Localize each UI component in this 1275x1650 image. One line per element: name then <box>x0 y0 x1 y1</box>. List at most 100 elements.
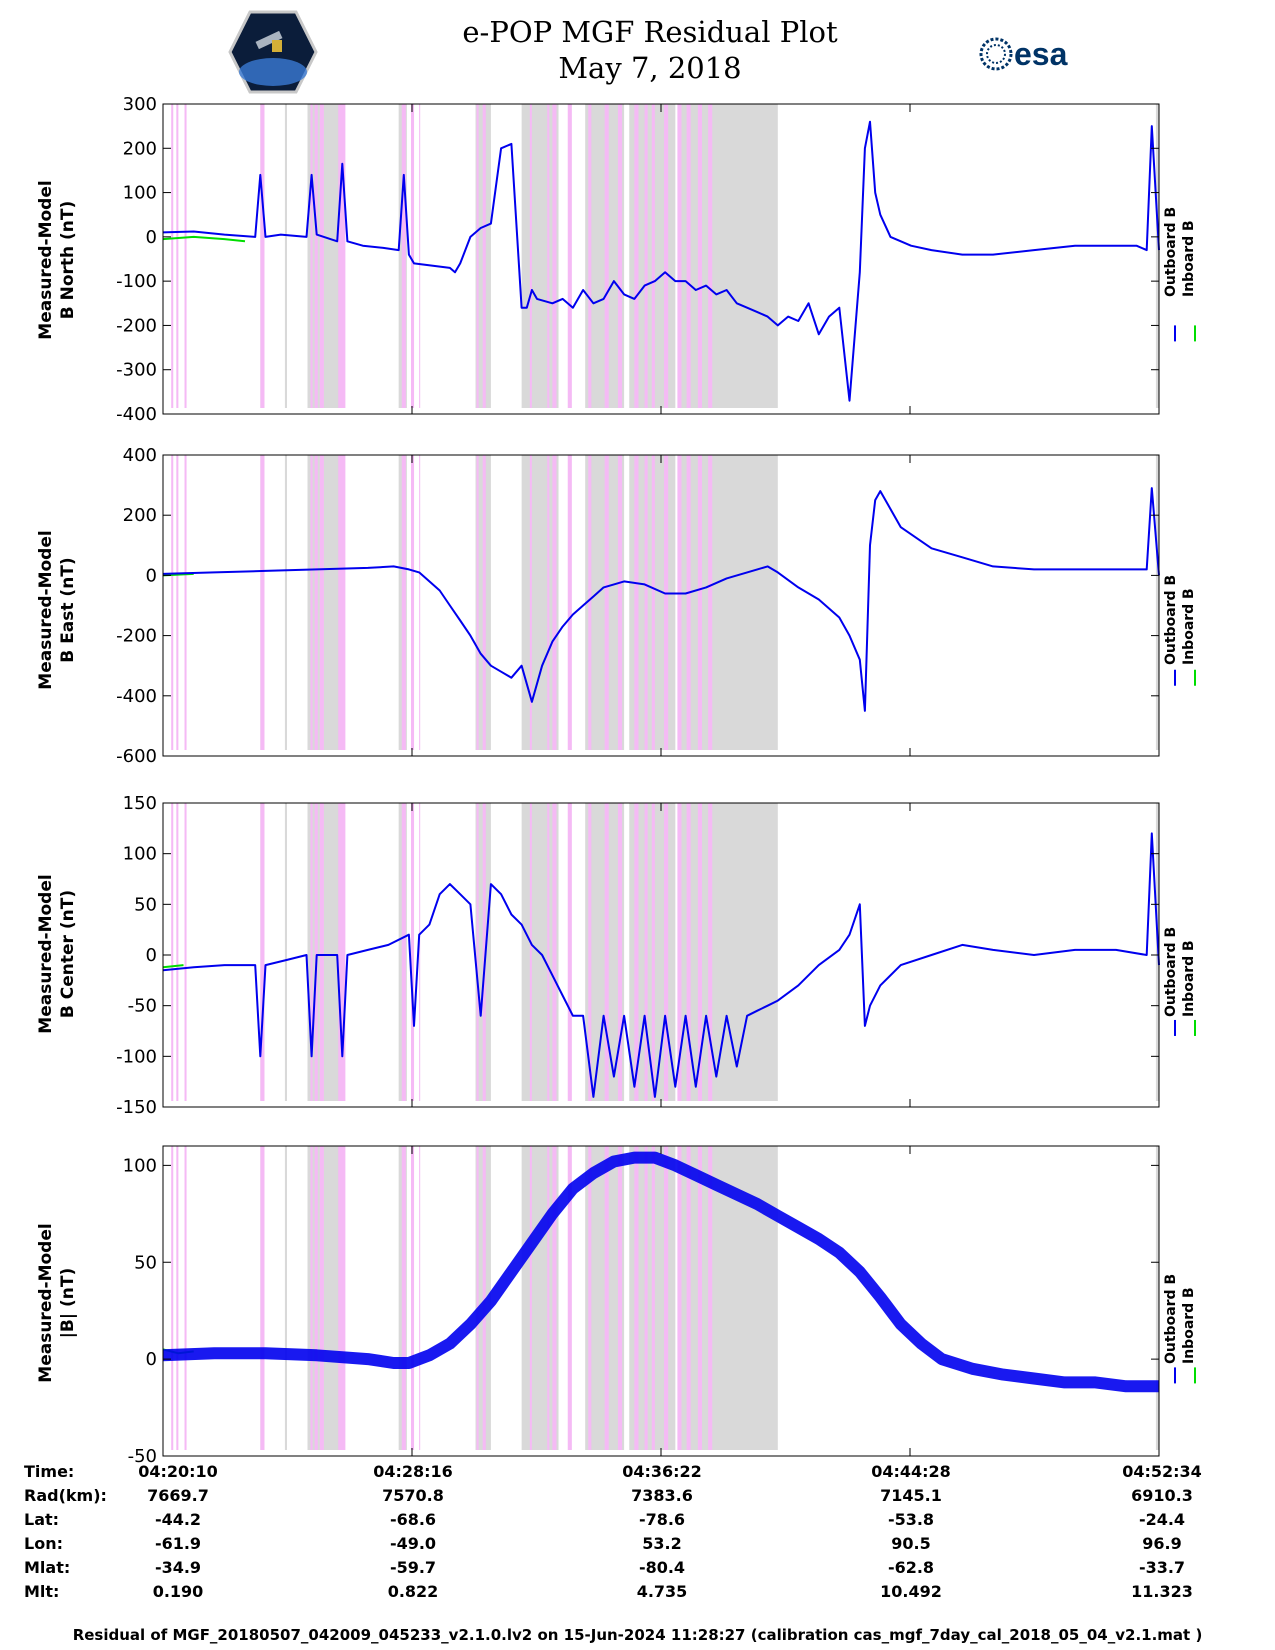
info-label: Mlt: <box>24 1582 60 1601</box>
pink-band <box>617 455 623 750</box>
pink-band <box>697 1146 702 1450</box>
pink-band <box>410 104 415 408</box>
y-tick-label: 50 <box>134 894 157 915</box>
pink-band <box>184 104 187 408</box>
pink-band <box>634 803 639 1101</box>
info-row-time: Time: 04:20:10 04:28:16 04:36:22 04:44:2… <box>0 1462 1275 1486</box>
panel4-ylabel-line1: Measured-Model <box>36 1223 56 1383</box>
pink-band <box>338 455 346 750</box>
pink-band <box>419 104 421 408</box>
legend-outboard-label: Outboard B <box>1163 926 1179 1017</box>
info-value: -62.8 <box>887 1558 935 1577</box>
pink-band <box>677 104 682 408</box>
pink-band <box>651 104 655 408</box>
pink-band <box>552 803 557 1101</box>
gray-band <box>680 455 778 750</box>
info-row-rad: Rad(km): 7669.7 7570.8 7383.6 7145.1 691… <box>0 1486 1275 1510</box>
panel1-ylabel-line1: Measured-Model <box>36 180 56 340</box>
panel4-ylabel-line2: |B| (nT) <box>58 1267 78 1339</box>
chart-title: e-POP MGF Residual Plot May 7, 2018 <box>400 14 900 86</box>
pink-band <box>310 803 313 1101</box>
pink-band <box>697 803 702 1101</box>
pink-band <box>686 455 691 750</box>
pink-band <box>567 104 572 408</box>
legend-inboard-label: Inboard B <box>1181 1287 1197 1364</box>
info-value: 0.190 <box>152 1582 204 1601</box>
pink-band <box>419 455 421 750</box>
pink-band <box>588 803 592 1101</box>
pink-band <box>552 455 557 750</box>
pink-band <box>686 1146 691 1450</box>
outboard-series-line <box>162 964 184 969</box>
plot-title: e-POP MGF Residual Plot <box>462 15 838 49</box>
pink-band <box>184 455 187 750</box>
info-value: 7669.7 <box>147 1486 209 1505</box>
y-tick-label: 100 <box>123 183 157 204</box>
info-value: -49.0 <box>389 1534 437 1553</box>
pink-band <box>651 1146 655 1450</box>
pink-band <box>634 1146 639 1450</box>
pink-band <box>547 455 550 750</box>
gray-band <box>284 1146 287 1450</box>
info-value: 7570.8 <box>382 1486 444 1505</box>
outboard-series-line <box>162 235 246 243</box>
info-value: 0.822 <box>387 1582 439 1601</box>
pink-band <box>686 803 691 1101</box>
y-tick-label: -100 <box>116 271 157 292</box>
pink-band <box>319 803 324 1101</box>
pink-band <box>410 455 415 750</box>
pink-band <box>476 1146 479 1450</box>
gray-band <box>1155 104 1159 408</box>
pink-band <box>677 1146 682 1450</box>
pink-band <box>529 1146 532 1450</box>
info-value: -68.6 <box>389 1510 437 1529</box>
pink-band <box>697 104 702 408</box>
pink-band <box>604 1146 609 1450</box>
info-value: 04:20:10 <box>138 1462 218 1481</box>
y-tick-label: -600 <box>116 746 157 767</box>
info-value: -33.7 <box>1138 1558 1186 1577</box>
y-tick-label: 100 <box>123 1155 157 1176</box>
pink-band <box>617 104 623 408</box>
pink-band <box>314 803 318 1101</box>
inboard-series-line <box>162 487 1160 712</box>
y-tick-label: -200 <box>116 315 157 336</box>
y-tick-label: 0 <box>146 945 157 966</box>
pink-band <box>176 104 179 408</box>
pink-band <box>604 803 609 1101</box>
pink-band <box>697 455 702 750</box>
panel-2: -600 -400 -200 0 200 400 <box>116 445 1196 767</box>
footer-caption: Residual of MGF_20180507_042009_045233_v… <box>72 1626 1203 1644</box>
info-row-mlat: Mlat: -34.9 -59.7 -80.4 -62.8 -33.7 <box>0 1558 1275 1582</box>
info-value: 04:28:16 <box>373 1462 453 1481</box>
y-tick-label: 300 <box>123 94 157 115</box>
pink-band <box>482 803 486 1101</box>
pink-band <box>677 455 682 750</box>
info-value: -53.8 <box>887 1510 935 1529</box>
pink-band <box>644 1146 648 1450</box>
info-value: -61.9 <box>154 1534 202 1553</box>
info-row-lat: Lat: -44.2 -68.6 -78.6 -53.8 -24.4 <box>0 1510 1275 1534</box>
y-tick-label: 200 <box>123 505 157 526</box>
y-tick-label: 400 <box>123 445 157 466</box>
info-label: Rad(km): <box>24 1486 107 1505</box>
legend-outboard-label: Outboard B <box>1163 1273 1179 1364</box>
gray-band <box>284 104 287 408</box>
plot-date: May 7, 2018 <box>558 51 742 85</box>
info-value: -24.4 <box>1138 1510 1186 1529</box>
y-tick-label: 0 <box>146 227 157 248</box>
gray-band <box>680 803 778 1101</box>
pink-band <box>604 455 609 750</box>
info-value: 53.2 <box>642 1534 682 1553</box>
pink-band <box>419 803 421 1101</box>
esa-logo-text: esa <box>1014 36 1068 72</box>
info-row-mlt: Mlt: 0.190 0.822 4.735 10.492 11.323 <box>0 1582 1275 1606</box>
panel2-ylabel-line2: B East (nT) <box>58 557 78 663</box>
panel-1: -400 -300 -200 -100 0 100 200 300 <box>116 94 1196 425</box>
pink-band <box>401 104 406 408</box>
pink-band <box>171 455 174 750</box>
pink-band <box>314 455 318 750</box>
y-tick-label: -50 <box>128 996 157 1017</box>
pink-band <box>260 455 265 750</box>
